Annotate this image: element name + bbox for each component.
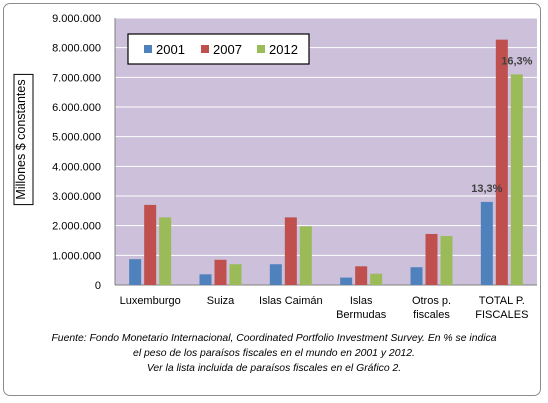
- x-tick-label: Luxemburgo: [120, 295, 181, 307]
- y-tick-label: 5.000.000: [52, 132, 101, 144]
- y-axis-label: Millones $ constantes: [14, 79, 28, 199]
- y-tick-label: 0: [95, 280, 101, 292]
- bar-2007-1: [214, 259, 227, 285]
- annotation-label: 16,3%: [501, 55, 532, 67]
- x-tick-label: FISCALES: [475, 309, 528, 321]
- x-tick-label: Islas Caimán: [259, 295, 323, 307]
- x-tick-label: TOTAL P.: [479, 295, 525, 307]
- bar-2012-4: [440, 236, 453, 285]
- bar-2001-4: [410, 267, 423, 285]
- bar-2001-0: [129, 259, 142, 285]
- bar-2001-3: [340, 277, 353, 285]
- bar-2001-2: [269, 264, 282, 285]
- y-tick-label: 9.000.000: [52, 13, 101, 25]
- bar-2001-5: [480, 201, 493, 285]
- y-tick-label: 8.000.000: [52, 43, 101, 55]
- x-tick-label: Islas: [350, 295, 373, 307]
- x-tick-label: Bermudas: [336, 309, 387, 321]
- y-tick-label: 4.000.000: [52, 161, 101, 173]
- y-tick-label: 7.000.000: [52, 72, 101, 84]
- bar-2012-5: [510, 74, 523, 285]
- bar-2007-0: [144, 204, 157, 285]
- x-tick-label: fiscales: [413, 309, 450, 321]
- legend-label-2012: 2012: [269, 42, 298, 57]
- bar-2007-4: [425, 233, 438, 285]
- source-caption: Fuente: Fondo Monetario Internacional, C…: [10, 331, 538, 376]
- legend-swatch-2007: [201, 45, 209, 53]
- caption-line-1: Fuente: Fondo Monetario Internacional, C…: [51, 333, 497, 344]
- y-tick-label: 2.000.000: [52, 221, 101, 233]
- annotation-label: 13,3%: [471, 183, 502, 195]
- y-tick-label: 6.000.000: [52, 102, 101, 114]
- legend-swatch-2001: [144, 45, 152, 53]
- bar-2012-3: [370, 273, 383, 285]
- bar-2001-1: [199, 274, 212, 285]
- bar-2012-1: [229, 264, 242, 285]
- legend-label-2007: 2007: [213, 42, 242, 57]
- bar-2007-2: [284, 217, 297, 285]
- caption-line-3: Ver la lista incluida de paraísos fiscal…: [146, 363, 402, 374]
- bar-2007-5: [495, 39, 508, 286]
- y-tick-label: 1.000.000: [52, 250, 101, 262]
- y-axis-label-box: [13, 73, 34, 206]
- y-tick-label: 3.000.000: [52, 191, 101, 203]
- bar-2012-2: [299, 226, 312, 285]
- x-tick-label: Otros p.: [412, 295, 451, 307]
- bar-2012-0: [159, 217, 172, 285]
- bar-2007-3: [355, 266, 368, 285]
- legend-swatch-2012: [257, 45, 265, 53]
- caption-line-2: el peso de los paraísos fiscales en el m…: [133, 348, 415, 359]
- x-tick-label: Suiza: [207, 295, 235, 307]
- legend-label-2001: 2001: [156, 42, 185, 57]
- legend-box: [127, 33, 310, 65]
